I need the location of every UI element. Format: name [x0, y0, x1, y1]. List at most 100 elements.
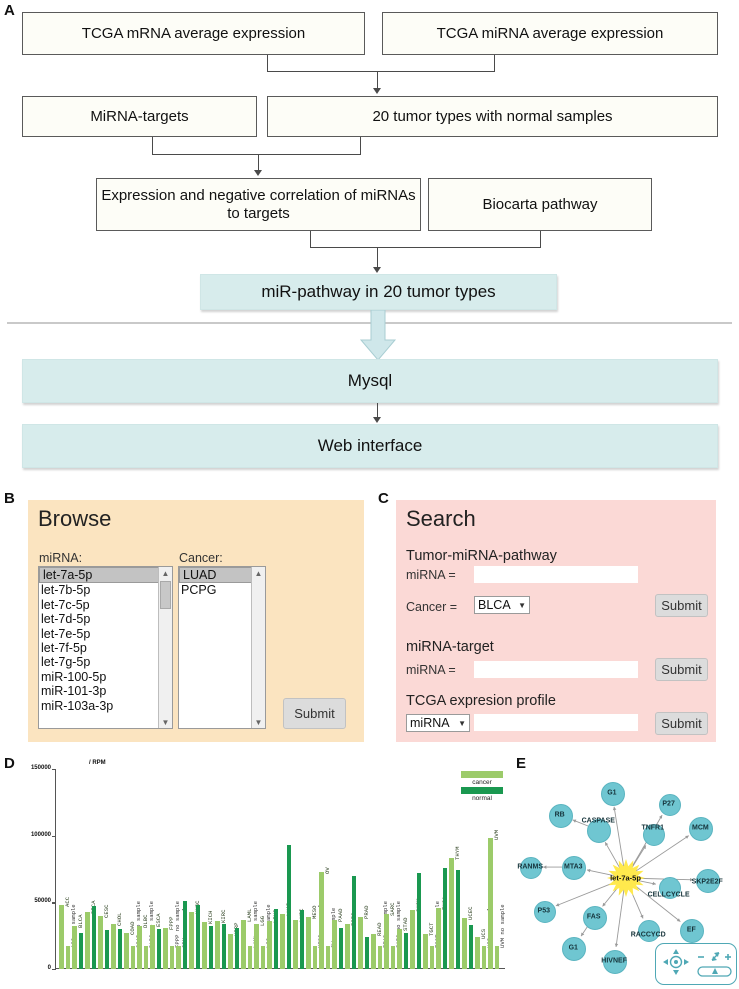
- network-edge-arrowhead-icon: [543, 865, 547, 869]
- bar: UCS: [475, 929, 487, 969]
- search-section-heading-mirna-target: miRNA-target: [406, 639, 494, 655]
- network-node-mcm[interactable]: [689, 816, 714, 841]
- network-nav-widget[interactable]: [655, 943, 737, 985]
- network-node-label: P53: [537, 907, 550, 915]
- network-edge-arrowhead-icon: [605, 842, 609, 846]
- s3-submit-button[interactable]: Submit: [655, 712, 708, 735]
- network-edge-arrowhead-icon: [685, 835, 689, 839]
- cancer-listbox[interactable]: LUAD PCPG ▲ ▼: [178, 566, 266, 729]
- bar: LAML no sample: [247, 901, 259, 969]
- s1-cancer-value: BLCA: [478, 598, 511, 612]
- flow-box-mirna-targets: MiRNA-targets: [22, 96, 257, 137]
- mirna-option[interactable]: miR-103a-3p: [41, 698, 114, 713]
- mirna-option[interactable]: let-7a-5p: [39, 567, 159, 584]
- network-node-g1[interactable]: [562, 936, 587, 961]
- connector-line: [540, 231, 542, 248]
- cancer-list-scrollbar[interactable]: ▲ ▼: [251, 567, 265, 728]
- bar: STAD: [397, 918, 409, 969]
- network-node-skp2e2f[interactable]: [696, 869, 721, 894]
- connector-line: [267, 55, 269, 72]
- scroll-down-arrow-icon[interactable]: ▼: [161, 717, 170, 727]
- network-node-label: CELLCYCLE: [647, 891, 690, 899]
- mirna-list-scrollbar[interactable]: ▲ ▼: [158, 567, 172, 728]
- nav-widget-controls[interactable]: [656, 944, 736, 984]
- mirna-option[interactable]: let-7d-5p: [41, 612, 91, 627]
- network-node-label: TNFR1: [641, 824, 665, 832]
- chart-legend: cancer normal: [461, 771, 503, 803]
- bar: CESC: [98, 904, 110, 969]
- search-panel: Search Tumor-miRNA-pathway miRNA = Cance…: [396, 500, 716, 742]
- browse-submit-button[interactable]: Submit: [283, 698, 346, 729]
- network-graph[interactable]: G1 P27 RB CASPASE TNFR1 MCM RANMS MTA3 SKP2E2F CE…: [512, 769, 739, 987]
- network-node-hivnef[interactable]: [603, 949, 628, 974]
- network-node-raccycd[interactable]: [638, 920, 661, 943]
- bar-chart-plot-area: cancer normal 0 50000 100000 150000 / RPM A…: [31, 760, 507, 971]
- network-edge-arrowhead-icon: [602, 902, 606, 907]
- network-node-label: EF: [686, 926, 696, 934]
- bar: MESO no sample: [312, 901, 324, 969]
- cancer-option[interactable]: LUAD: [179, 567, 252, 584]
- y-tick-label: 100000: [30, 831, 51, 838]
- y-axis: [55, 769, 57, 969]
- network-node-g1[interactable]: [600, 781, 625, 806]
- network-hub-node[interactable]: [606, 858, 646, 898]
- mirna-listbox[interactable]: let-7a-5p let-7b-5p let-7c-5p let-7d-5p let-…: [38, 566, 173, 729]
- mirna-option[interactable]: let-7e-5p: [41, 626, 91, 641]
- y-tick-label: 150000: [30, 765, 51, 771]
- cancer-option-list[interactable]: LUAD PCPG: [179, 567, 252, 598]
- bar: DLBC: [137, 915, 149, 969]
- chevron-down-icon: ▼: [458, 718, 466, 728]
- network-node-caspase[interactable]: [587, 819, 612, 844]
- mirna-option[interactable]: let-7c-5p: [41, 597, 90, 612]
- scroll-thumb[interactable]: [160, 581, 171, 609]
- bar-label: UVM no sample: [499, 904, 507, 949]
- network-node-cellcycle[interactable]: [658, 876, 681, 899]
- mirna-option[interactable]: miR-101-3p: [41, 684, 107, 699]
- s1-submit-button[interactable]: Submit: [655, 594, 708, 617]
- s3-text-input[interactable]: [474, 714, 638, 731]
- search-section-heading-tcga-expression: TCGA expresion profile: [406, 693, 556, 709]
- network-node-p53[interactable]: [533, 900, 556, 923]
- bar: THYM: [449, 847, 461, 969]
- flow-box-mir-pathway: miR-pathway in 20 tumor types: [200, 274, 557, 310]
- bar: DLBC no sample: [143, 901, 155, 969]
- network-node-rb[interactable]: [548, 803, 573, 828]
- s1-mirna-input[interactable]: [474, 566, 638, 583]
- connector-line: [360, 137, 362, 155]
- legend-swatch-cancer: [461, 771, 503, 778]
- scroll-down-arrow-icon[interactable]: ▼: [254, 717, 263, 727]
- connector-line: [310, 231, 312, 248]
- bar-label: FPPP no sample: [174, 901, 182, 949]
- bar: LUSC: [293, 908, 305, 969]
- network-node-tnfr1[interactable]: [642, 824, 665, 847]
- s2-mirna-input[interactable]: [474, 661, 638, 678]
- scroll-up-arrow-icon[interactable]: ▲: [161, 568, 170, 578]
- bar: KIRC: [221, 912, 233, 969]
- bar: UCEC: [468, 914, 480, 969]
- s2-submit-button[interactable]: Submit: [655, 658, 708, 681]
- bar: MESO: [306, 906, 318, 969]
- cancer-option[interactable]: PCPG: [181, 583, 217, 598]
- bar: LUSC: [299, 899, 311, 969]
- network-edge: [586, 869, 617, 877]
- scroll-up-arrow-icon[interactable]: ▲: [254, 568, 263, 578]
- network-node-mta3[interactable]: [562, 856, 587, 881]
- legend-swatch-normal: [461, 787, 503, 794]
- network-hub-label: let-7a-5p: [610, 873, 641, 883]
- s3-type-select[interactable]: miRNA ▼: [406, 714, 470, 732]
- network-node-p27[interactable]: [658, 793, 681, 816]
- s1-cancer-select[interactable]: BLCA ▼: [474, 596, 530, 614]
- network-node-ef[interactable]: [680, 919, 705, 944]
- bar-label: CESC: [102, 904, 110, 918]
- mirna-option[interactable]: miR-100-5p: [41, 669, 107, 684]
- bar: OV: [319, 867, 331, 969]
- bar: THCA: [436, 896, 448, 969]
- network-node-ranms[interactable]: [520, 857, 543, 880]
- network-edge-arrowhead-icon: [658, 815, 663, 819]
- network-node-fas[interactable]: [582, 906, 607, 931]
- mirna-option-list[interactable]: let-7a-5p let-7b-5p let-7c-5p let-7d-5p let-…: [39, 567, 159, 713]
- mirna-option[interactable]: let-7g-5p: [41, 655, 91, 670]
- mirna-option[interactable]: let-7b-5p: [41, 583, 91, 598]
- cancer-list-label: Cancer:: [179, 551, 223, 565]
- mirna-option[interactable]: let-7f-5p: [41, 641, 87, 656]
